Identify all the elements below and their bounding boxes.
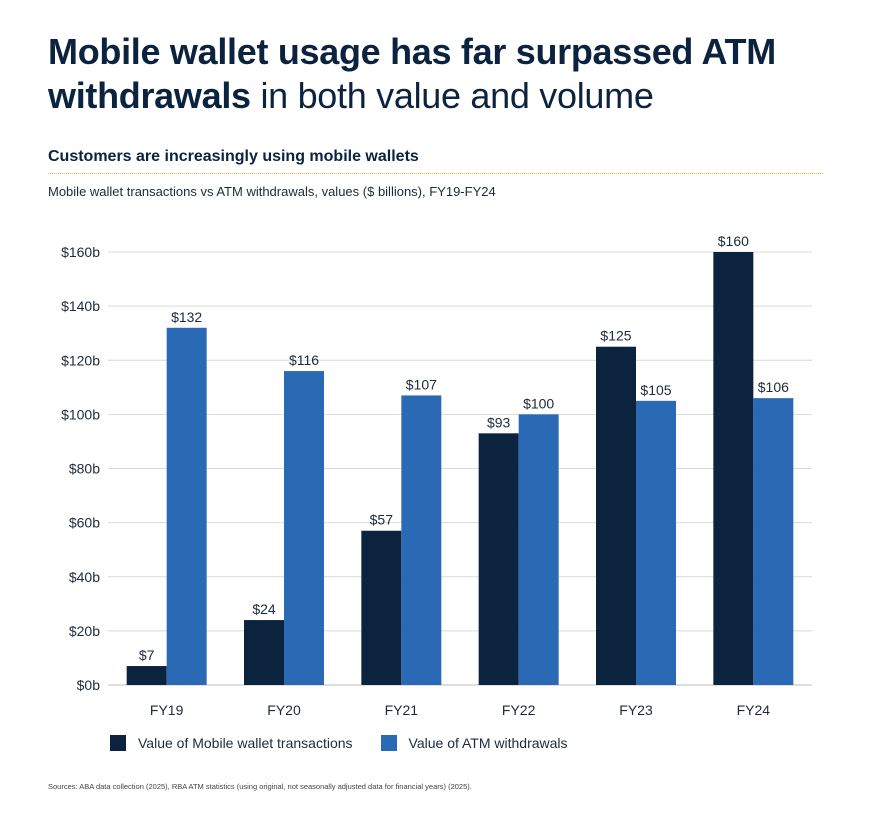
bar-mobile [478, 433, 519, 685]
bar-chart: $0b $20b $40b $60b $80b $100b $120b $140b $160b $… [61, 233, 812, 718]
data-label-atm: $106 [758, 379, 789, 395]
page-title: Mobile wallet usage has far surpassed AT… [48, 30, 848, 118]
bar-atm [636, 400, 676, 685]
bar-atm [518, 414, 559, 685]
bar-atm [284, 371, 324, 685]
data-label-atm: $116 [289, 352, 319, 368]
x-tick-label: FY23 [619, 702, 653, 718]
y-tick-label: $40b [69, 569, 100, 585]
legend-label-mobile: Value of Mobile wallet transactions [138, 735, 353, 751]
bar-mobile [713, 252, 754, 685]
bar-mobile [596, 346, 636, 685]
sources-note: Sources: ABA data collection (2025), RBA… [48, 782, 472, 791]
bar-mobile [361, 530, 402, 685]
data-label-mobile: $24 [252, 601, 276, 617]
x-tick-label: FY24 [737, 702, 771, 718]
data-label-mobile: $93 [487, 414, 511, 430]
chart-subtitle: Customers are increasingly using mobile … [48, 148, 419, 165]
legend-item-mobile: Value of Mobile wallet transactions [110, 735, 353, 751]
y-tick-label: $140b [61, 298, 100, 314]
data-label-mobile: $160 [718, 233, 749, 249]
bar-mobile [126, 666, 167, 685]
bar-mobile [244, 620, 284, 685]
y-tick-label: $100b [61, 406, 100, 422]
legend-swatch-atm [380, 735, 397, 751]
data-label-atm: $105 [640, 382, 671, 398]
y-tick-label: $60b [69, 515, 100, 531]
x-tick-label: FY20 [267, 702, 301, 718]
legend-item-atm: Value of ATM withdrawals [380, 735, 568, 751]
y-tick-label: $20b [69, 623, 100, 639]
y-tick-label: $120b [61, 352, 100, 368]
y-tick-label: $80b [69, 461, 100, 477]
bar-atm [166, 327, 207, 685]
data-label-atm: $107 [406, 376, 437, 392]
bar-atm [753, 398, 794, 685]
data-label-atm: $132 [171, 309, 202, 325]
divider [48, 173, 823, 174]
data-label-mobile: $7 [139, 647, 155, 663]
legend-swatch-mobile [110, 735, 126, 751]
x-tick-label: FY19 [150, 702, 184, 718]
data-label-atm: $100 [523, 395, 554, 411]
chart-caption: Mobile wallet transactions vs ATM withdr… [48, 184, 496, 199]
y-tick-label: $160b [61, 244, 100, 260]
data-label-mobile: $125 [600, 328, 631, 344]
legend: Value of Mobile wallet transactions Valu… [110, 735, 568, 751]
data-label-mobile: $57 [370, 512, 394, 528]
y-tick-label: $0b [77, 677, 101, 693]
bar-atm [401, 395, 442, 685]
title-bold: Mobile wallet usage has far surpassed AT… [48, 31, 776, 116]
x-tick-label: FY21 [385, 702, 419, 718]
x-tick-label: FY22 [502, 702, 536, 718]
title-rest: in both value and volume [250, 75, 654, 116]
legend-label-atm: Value of ATM withdrawals [408, 735, 568, 751]
